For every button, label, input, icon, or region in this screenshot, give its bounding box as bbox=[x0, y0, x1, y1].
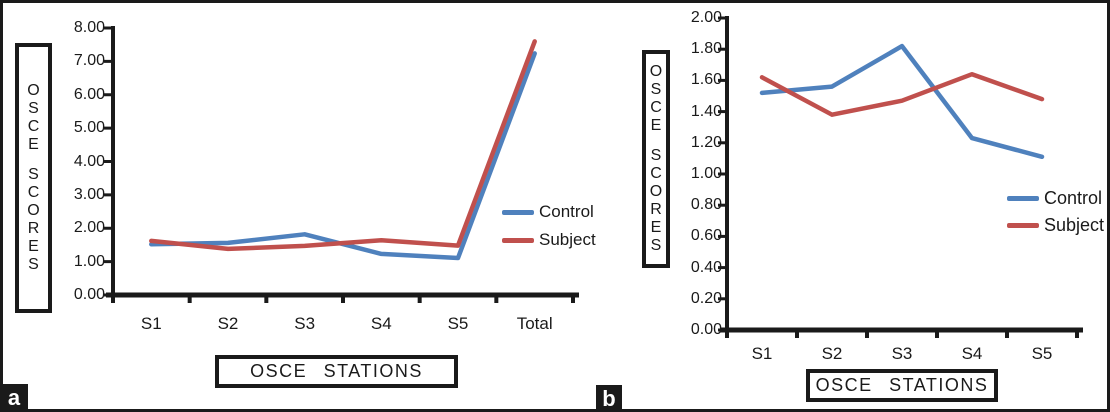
legend-entry-control-a: Control bbox=[502, 202, 594, 222]
legend-entry-subject-b: Subject bbox=[1007, 215, 1104, 235]
panel-label-b: b bbox=[596, 385, 622, 412]
y-tick-label-a: 0.00 bbox=[73, 286, 105, 303]
y-axis-title-letter: E bbox=[650, 117, 662, 134]
y-axis-title-letter: S bbox=[28, 256, 39, 273]
y-tick-label-b: 1.20 bbox=[690, 133, 722, 151]
y-tick-label-b: 0.60 bbox=[690, 227, 722, 245]
legend-label-subject-b: Subject bbox=[1044, 215, 1105, 235]
y-tick-label-a: 2.00 bbox=[73, 219, 105, 237]
y-tick-label-a: 3.00 bbox=[73, 185, 105, 203]
y-tick-label-a: 6.00 bbox=[73, 85, 105, 103]
legend-swatch-control-a bbox=[502, 209, 534, 215]
y-axis-title-letter: E bbox=[650, 219, 662, 236]
legend-swatch-subject-b bbox=[1007, 222, 1039, 228]
y-axis-title-letter: E bbox=[28, 136, 39, 153]
x-category-label-b: S3 bbox=[891, 344, 913, 363]
series-line-control-a bbox=[149, 51, 537, 261]
x-category-label-b: S5 bbox=[1031, 344, 1053, 363]
y-axis-title-letter: O bbox=[649, 63, 663, 80]
y-tick-label-b: 1.00 bbox=[690, 165, 722, 182]
y-tick-label-a: 8.00 bbox=[73, 19, 105, 36]
y-axis-title-letter: O bbox=[649, 183, 663, 200]
x-category-label-b: S4 bbox=[961, 344, 983, 363]
y-axis-title-letter: C bbox=[27, 184, 40, 201]
series-line-subject-b bbox=[759, 71, 1045, 117]
y-tick-label-a: 5.00 bbox=[73, 119, 105, 137]
y-axis-title-letter: R bbox=[27, 220, 40, 237]
y-tick-label-b: 0.20 bbox=[690, 289, 722, 307]
y-axis-title-letter: C bbox=[650, 99, 662, 116]
x-axis-title-box-b: OSCE STATIONS bbox=[806, 369, 998, 402]
y-axis-title-letter: C bbox=[27, 118, 40, 135]
y-tick-label-a: 7.00 bbox=[73, 52, 105, 70]
x-category-label-a: S3 bbox=[294, 314, 316, 333]
y-axis-title-letter: S bbox=[28, 166, 39, 183]
y-axis-title-letter: S bbox=[28, 100, 39, 117]
x-category-label-b: S2 bbox=[821, 344, 843, 363]
y-axis-title-letter: R bbox=[650, 201, 662, 218]
y-axis-title-letter: S bbox=[650, 237, 662, 254]
y-axis-title-letter: S bbox=[650, 81, 662, 98]
x-axis-title-b: OSCE STATIONS bbox=[815, 375, 989, 395]
legend-label-subject-a: Subject bbox=[539, 230, 596, 249]
y-tick-label-b: 0.40 bbox=[690, 258, 722, 276]
y-axis-title-letter: E bbox=[28, 238, 39, 255]
y-axis-title-letter: O bbox=[27, 202, 40, 219]
legend-swatch-subject-a bbox=[502, 237, 534, 243]
x-category-label-a: S5 bbox=[447, 314, 469, 333]
y-tick-label-b: 0.00 bbox=[690, 321, 722, 338]
y-tick-label-b: 1.80 bbox=[690, 40, 722, 58]
x-category-label-a: S1 bbox=[140, 314, 162, 333]
x-axis-title-box-a: OSCE STATIONS bbox=[215, 355, 458, 388]
y-tick-label-a: 1.00 bbox=[73, 252, 105, 270]
x-category-label-a: S4 bbox=[370, 314, 392, 333]
series-line-subject-a bbox=[149, 39, 537, 252]
y-axis-title-letter: C bbox=[650, 165, 662, 182]
y-tick-label-a: 4.00 bbox=[73, 152, 105, 170]
panel-label-a: a bbox=[0, 384, 28, 412]
x-category-label-b: S1 bbox=[751, 344, 773, 363]
legend-label-control-a: Control bbox=[539, 202, 594, 221]
series-line-control-b bbox=[759, 43, 1045, 160]
y-tick-label-b: 1.60 bbox=[690, 71, 722, 89]
x-axis-title-a: OSCE STATIONS bbox=[250, 361, 423, 381]
legend-entry-control-b: Control bbox=[1007, 188, 1102, 208]
y-axis-title-letter: S bbox=[650, 147, 662, 164]
x-category-label-a: S2 bbox=[217, 314, 239, 333]
legend-swatch-control-b bbox=[1007, 195, 1039, 201]
legend-label-control-b: Control bbox=[1044, 188, 1103, 208]
y-tick-label-b: 1.40 bbox=[690, 102, 722, 120]
y-axis-title-letter: O bbox=[27, 82, 40, 99]
y-tick-label-b: 0.80 bbox=[690, 196, 722, 214]
x-category-label-a: Total bbox=[516, 314, 553, 333]
legend-entry-subject-a: Subject bbox=[502, 230, 596, 250]
y-tick-label-b: 2.00 bbox=[690, 9, 722, 26]
